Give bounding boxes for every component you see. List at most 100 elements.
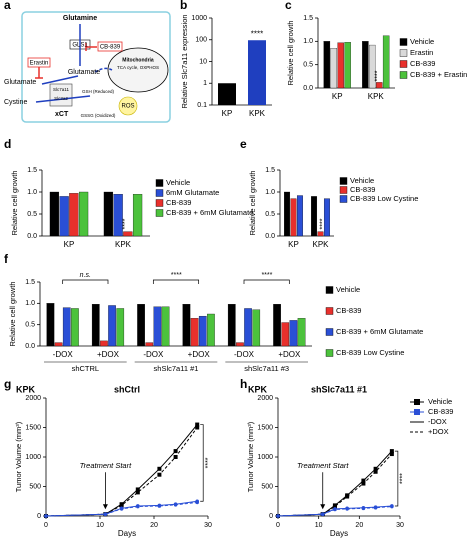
- y-tick-label: 1: [203, 80, 207, 87]
- panel-label: c: [285, 0, 292, 12]
- diagram-frame: [21, 11, 171, 123]
- point: [373, 466, 378, 471]
- y-tick-label: 1000: [191, 15, 207, 22]
- x-axis-label: Days: [118, 529, 136, 538]
- x-tick-label: 0: [44, 522, 48, 529]
- legend-swatch: [339, 186, 348, 194]
- y-tick-label: 0.5: [25, 322, 35, 329]
- legend-swatch: [399, 71, 408, 79]
- y-tick-label: 1.5: [27, 167, 37, 174]
- bar: [248, 40, 266, 105]
- x-tick-label: 30: [204, 522, 212, 529]
- bar: [330, 48, 338, 89]
- point: [173, 455, 178, 459]
- y-tick-label: 500: [29, 483, 41, 490]
- label: GSH (Reduced): [82, 89, 115, 94]
- point: [157, 466, 162, 471]
- x-tick-label: 10: [96, 522, 104, 529]
- significance: ****: [171, 272, 182, 279]
- y-axis-label: Relative cell growth: [248, 170, 257, 235]
- point: [276, 514, 280, 518]
- legend-label: 6mM Glutamate: [166, 188, 219, 197]
- point: [320, 512, 325, 517]
- legend-swatch: [155, 199, 164, 207]
- legend-label: CB-839: [410, 59, 435, 68]
- inhibitor: [85, 43, 97, 51]
- y-axis-label: Relative cell growth: [10, 170, 19, 235]
- significance: ****: [122, 218, 129, 229]
- arrow: [41, 75, 79, 85]
- bar: [153, 306, 162, 347]
- label: Glutamate: [4, 79, 36, 86]
- legend-label: CB-839: [428, 407, 453, 416]
- significance-bracket: [243, 279, 290, 284]
- y-tick-label: 1000: [25, 454, 41, 461]
- legend-label: Vehicle: [350, 176, 374, 185]
- y-axis-label: Tumor Volume (mm³): [246, 421, 255, 492]
- significance: ****: [400, 473, 407, 484]
- label: Mitochondria: [122, 57, 154, 63]
- bar: [382, 35, 390, 89]
- point: [345, 507, 349, 511]
- bar: [362, 41, 369, 89]
- significance-bracket: [152, 279, 200, 284]
- bar: [218, 83, 236, 105]
- significance: ****: [375, 70, 382, 81]
- legend-swatch: [339, 177, 348, 185]
- bar: [198, 315, 207, 347]
- label: GLS1: [72, 43, 88, 49]
- bar: [182, 304, 191, 347]
- label: TCA cycle, OXPHOS: [117, 65, 159, 70]
- bar: [281, 322, 290, 347]
- legend-swatch: [414, 409, 420, 415]
- y-tick-label: 0.0: [25, 343, 35, 350]
- x-tick-label: 30: [396, 522, 404, 529]
- bar: [369, 44, 376, 89]
- x-tick-label: -DOX: [143, 350, 164, 359]
- bar: [337, 42, 344, 89]
- y-tick-label: 2000: [25, 395, 41, 402]
- y-tick-label: 0.0: [27, 233, 37, 240]
- y-tick-label: 10: [199, 58, 207, 65]
- x-tick-label: KP: [332, 92, 343, 101]
- legend-swatch: [325, 286, 334, 294]
- legend-swatch: [414, 399, 420, 405]
- y-tick-label: 0.0: [265, 233, 275, 240]
- point: [345, 494, 350, 499]
- x-tick-label: 20: [355, 522, 363, 529]
- legend-label: CB-839 + 6mM Glutamate: [336, 327, 423, 336]
- y-tick-label: 1.5: [303, 15, 313, 22]
- legend-label: CB-839: [336, 306, 361, 315]
- group-label: shSlc7a11 #1: [154, 364, 199, 373]
- bar: [227, 304, 236, 347]
- bar: [289, 320, 298, 347]
- label: Slc3a2: [54, 96, 68, 101]
- bar: [344, 42, 351, 89]
- legend-label: Vehicle: [428, 397, 452, 406]
- x-tick-label: KPK: [115, 240, 132, 249]
- label: xCT: [55, 111, 69, 118]
- bar: [290, 198, 297, 237]
- model-label: KPK: [248, 384, 268, 394]
- bar: [311, 196, 318, 237]
- y-tick-label: 1.5: [265, 167, 275, 174]
- point: [333, 507, 337, 512]
- annotation-arrowhead: [102, 504, 108, 510]
- point: [373, 505, 378, 510]
- legend-label: CB-839: [166, 198, 191, 207]
- bar: [273, 304, 281, 347]
- mitochondria-shape: [107, 47, 169, 93]
- point: [389, 452, 394, 457]
- bar: [78, 191, 89, 237]
- chart-title: shSlc7a11 #1: [311, 384, 367, 394]
- panel-label: b: [180, 0, 187, 12]
- significance: ****: [205, 457, 212, 468]
- y-tick-label: 0.5: [303, 62, 313, 69]
- bar: [116, 308, 125, 347]
- legend-swatch: [155, 179, 164, 187]
- group-label: shSlc7a11 #3: [244, 364, 289, 373]
- point: [103, 512, 108, 517]
- bar: [123, 231, 133, 237]
- x-tick-label: +DOX: [97, 350, 120, 359]
